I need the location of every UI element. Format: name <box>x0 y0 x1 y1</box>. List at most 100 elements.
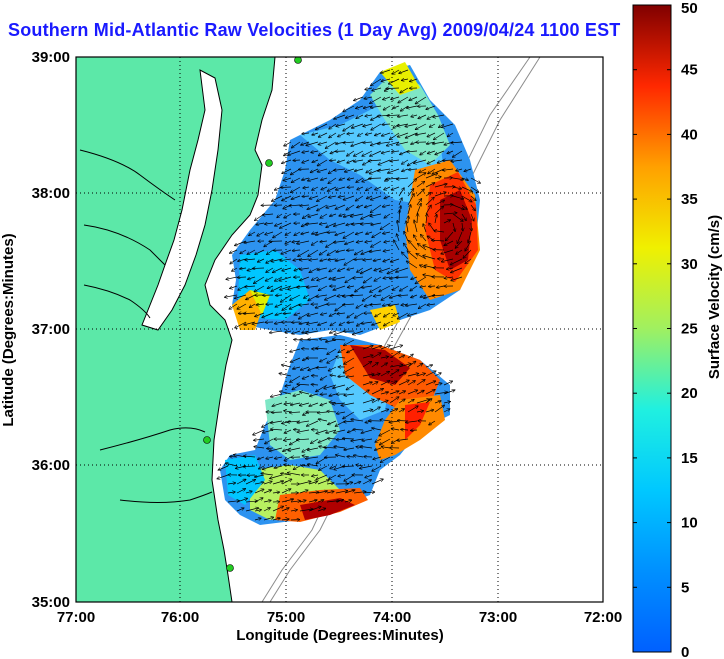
velocity-arrow <box>420 150 427 155</box>
velocity-arrow <box>326 491 334 493</box>
velocity-arrow <box>336 123 346 126</box>
velocity-arrow <box>330 321 337 326</box>
velocity-arrow <box>409 96 418 100</box>
velocity-arrow <box>330 331 337 333</box>
velocity-arrow <box>425 193 431 197</box>
velocity-arrow <box>374 295 382 296</box>
velocity-arrow <box>380 420 391 421</box>
velocity-arrow <box>407 354 413 359</box>
velocity-arrow <box>375 186 382 190</box>
velocity-arrow <box>254 482 264 484</box>
velocity-arrow <box>397 234 400 242</box>
velocity-arrow <box>405 123 418 127</box>
velocity-arrow <box>434 200 444 206</box>
velocity-arrow <box>317 195 328 201</box>
velocity-arrow <box>318 438 328 443</box>
velocity-arrow <box>299 481 311 485</box>
velocity-arrow <box>398 312 409 319</box>
velocity-arrow <box>434 373 441 377</box>
velocity-arrow <box>414 220 418 233</box>
velocity-arrow <box>407 189 414 197</box>
velocity-arrow <box>434 405 444 413</box>
velocity-arrow <box>374 267 382 271</box>
velocity-arrow <box>290 510 297 511</box>
velocity-arrow <box>303 187 310 188</box>
velocity-arrow <box>371 204 382 212</box>
velocity-arrow <box>434 401 441 403</box>
velocity-arrow <box>276 295 283 296</box>
velocity-arrow <box>384 241 391 242</box>
velocity-arrow <box>410 78 418 81</box>
velocity-arrow <box>384 195 391 199</box>
velocity-arrow <box>315 303 328 308</box>
velocity-arrow <box>288 150 301 155</box>
velocity-arrow <box>229 303 238 309</box>
velocity-arrow <box>407 151 418 152</box>
velocity-arrow <box>335 500 343 503</box>
velocity-arrow <box>353 277 364 278</box>
velocity-arrow <box>258 456 265 459</box>
velocity-arrow <box>285 240 292 244</box>
velocity-arrow <box>217 474 229 479</box>
velocity-arrow <box>371 195 382 200</box>
velocity-arrow <box>428 150 436 154</box>
velocity-arrow <box>370 250 382 252</box>
velocity-arrow <box>336 357 346 358</box>
velocity-arrow <box>291 177 301 182</box>
velocity-arrow <box>362 374 374 377</box>
velocity-arrow <box>414 159 427 163</box>
velocity-arrow <box>344 394 355 395</box>
velocity-arrow <box>394 240 400 251</box>
velocity-arrow <box>392 429 400 431</box>
velocity-arrow <box>392 69 400 74</box>
colorbar-tick-label: 0 <box>681 644 689 659</box>
velocity-arrow <box>291 402 301 405</box>
velocity-arrow <box>326 501 340 503</box>
velocity-arrow <box>308 339 319 340</box>
velocity-arrow <box>407 374 419 377</box>
velocity-arrow <box>237 303 247 309</box>
velocity-arrow <box>416 411 423 412</box>
velocity-arrow <box>290 375 301 382</box>
velocity-arrow <box>434 392 447 395</box>
velocity-arrow <box>433 141 445 144</box>
velocity-arrow <box>293 250 301 251</box>
velocity-arrow <box>311 151 319 153</box>
velocity-arrow <box>356 303 364 308</box>
velocity-arrow <box>346 204 355 210</box>
colorbar-tick-label: 45 <box>681 62 698 79</box>
velocity-arrow <box>457 231 463 243</box>
velocity-arrow <box>290 412 301 413</box>
velocity-arrow <box>263 214 274 215</box>
velocity-arrow <box>357 186 364 190</box>
velocity-arrow <box>329 366 337 371</box>
velocity-arrow <box>411 276 418 279</box>
velocity-arrow <box>333 276 346 280</box>
velocity-arrow <box>378 159 391 165</box>
velocity-arrow <box>391 186 400 190</box>
velocity-arrow <box>279 276 292 281</box>
velocity-arrow <box>361 429 373 433</box>
velocity-arrow <box>254 285 265 292</box>
velocity-arrow <box>400 285 409 291</box>
velocity-arrow <box>407 361 416 368</box>
bathymetry-contour <box>269 57 541 602</box>
velocity-arrow <box>299 490 308 494</box>
velocity-arrow <box>326 483 334 484</box>
velocity-arrow <box>379 429 391 436</box>
velocity-arrow <box>382 132 391 136</box>
velocity-arrow <box>280 222 292 228</box>
velocity-arrow <box>416 364 423 368</box>
velocity-arrow <box>418 244 427 251</box>
velocity-arrow <box>327 249 337 255</box>
velocity-arrow <box>378 141 391 144</box>
velocity-arrow <box>414 235 418 242</box>
velocity-arrow <box>245 508 258 512</box>
velocity-arrow <box>362 150 373 156</box>
velocity-arrow <box>302 196 310 197</box>
velocity-arrow <box>327 411 337 412</box>
velocity-arrow <box>300 259 310 260</box>
velocity-arrow <box>427 159 436 164</box>
velocity-arrow <box>316 367 328 368</box>
velocity-arrow <box>350 295 364 296</box>
